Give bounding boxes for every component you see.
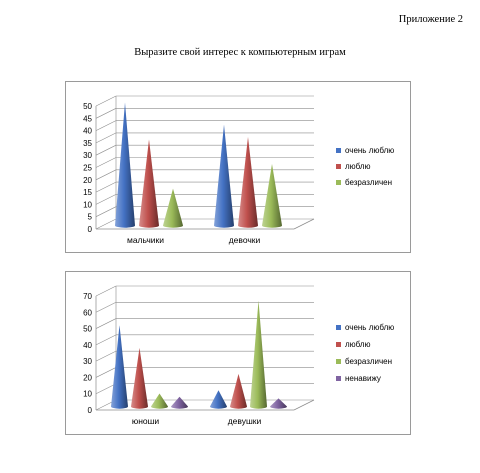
y-tick-label: 20 xyxy=(83,176,92,185)
appendix-label: Приложение 2 xyxy=(398,14,463,25)
y-tick-label: 0 xyxy=(88,225,93,234)
gridline-depth xyxy=(95,95,117,107)
cone-bar xyxy=(151,393,168,409)
gridline-depth xyxy=(95,108,117,119)
chart-youths-maidens: 0 10 20 30 40 50 60 70 юноши девушки очень люблю лю… xyxy=(65,271,411,435)
cone-bar xyxy=(139,139,159,228)
gridline-depth xyxy=(95,350,117,362)
legend-swatch xyxy=(336,148,341,153)
y-tick-label: 0 xyxy=(88,406,93,415)
y-tick-label: 50 xyxy=(83,325,92,334)
legend-swatch xyxy=(336,180,341,185)
floor-edge xyxy=(293,218,315,230)
legend-swatch xyxy=(336,325,341,330)
legend-label: люблю xyxy=(345,340,371,349)
x-tick-label: девочки xyxy=(229,235,261,245)
legend-label: безразличен xyxy=(345,178,392,187)
legend-label: очень люблю xyxy=(345,323,394,332)
y-tick-label: 5 xyxy=(88,213,93,222)
cone-bar xyxy=(210,390,227,409)
gridline-depth xyxy=(95,334,117,346)
y-tick-label: 25 xyxy=(83,164,92,173)
y-tick-label: 35 xyxy=(83,139,92,148)
gridline-depth xyxy=(95,132,117,144)
gridline-depth xyxy=(95,194,117,205)
floor-edge xyxy=(293,399,315,411)
cone-bar xyxy=(238,136,258,228)
chart-boys-girls: 0 5 10 15 20 25 30 35 40 45 50 мальчики девочки очень… xyxy=(65,81,411,253)
gridline-depth xyxy=(95,157,117,168)
legend-label: безразличен xyxy=(345,357,392,366)
cone-bar xyxy=(163,188,183,228)
y-tick-label: 70 xyxy=(83,292,92,301)
y-tick-label: 10 xyxy=(83,200,92,209)
legend-label: очень люблю xyxy=(345,146,394,155)
cone-bar xyxy=(270,398,287,409)
gridline-depth xyxy=(95,181,117,193)
gridline-depth xyxy=(95,144,117,156)
gridline-depth xyxy=(95,120,117,131)
cone-bar xyxy=(250,300,267,409)
gridline-depth xyxy=(95,383,117,394)
gridline-depth xyxy=(95,367,117,378)
y-tick-label: 45 xyxy=(83,114,92,123)
page-title: Выразите свой интерес к компьютерным игр… xyxy=(134,47,346,58)
cone-bar xyxy=(214,124,234,228)
y-tick-label: 20 xyxy=(83,373,92,382)
y-tick-label: 10 xyxy=(83,390,92,399)
legend-swatch xyxy=(336,342,341,347)
chart-1-svg: 0 5 10 15 20 25 30 35 40 45 50 мальчики девочки очень… xyxy=(83,95,394,245)
cone-bar xyxy=(131,347,148,409)
y-tick-label: 30 xyxy=(83,151,92,160)
gridline-depth xyxy=(95,218,117,230)
cone-bar xyxy=(111,325,128,409)
x-tick-label: девушки xyxy=(228,416,262,426)
x-tick-label: юноши xyxy=(132,416,160,426)
legend-swatch xyxy=(336,359,341,364)
gridline-depth xyxy=(95,318,117,329)
cone-bar xyxy=(230,373,247,409)
y-tick-label: 50 xyxy=(83,102,92,111)
y-tick-label: 40 xyxy=(83,127,92,136)
y-tick-label: 30 xyxy=(83,357,92,366)
chart-2-svg: 0 10 20 30 40 50 60 70 юноши девушки очень люблю лю… xyxy=(83,285,394,426)
gridline-depth xyxy=(95,206,117,217)
cone-bar xyxy=(115,102,135,228)
gridline-depth xyxy=(95,169,117,181)
y-tick-label: 60 xyxy=(83,308,92,317)
legend-swatch xyxy=(336,376,341,381)
legend-label: ненавижу xyxy=(345,374,381,383)
cone-bar xyxy=(262,164,282,228)
y-tick-label: 40 xyxy=(83,341,92,350)
x-tick-label: мальчики xyxy=(127,235,164,245)
gridline-depth xyxy=(95,285,117,297)
cone-bar xyxy=(171,396,188,409)
gridline-depth xyxy=(95,302,117,313)
y-tick-label: 15 xyxy=(83,188,92,197)
legend-swatch xyxy=(336,164,341,169)
legend-label: люблю xyxy=(345,162,371,171)
